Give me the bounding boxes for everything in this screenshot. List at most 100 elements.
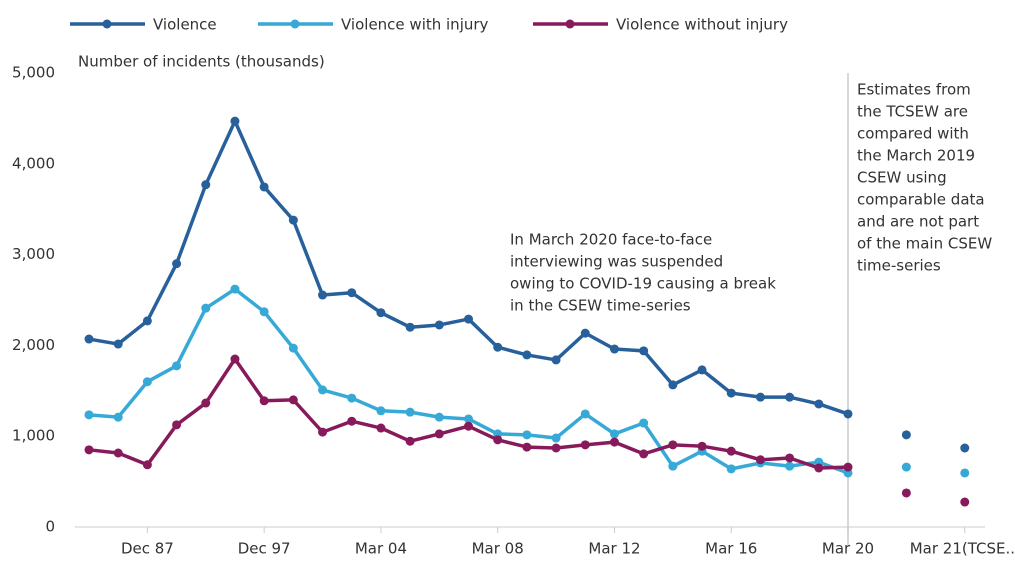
data-point [639,346,649,356]
y-tick-label: 3,000 [12,245,55,263]
annotation: Estimates from [857,81,971,99]
x-tick-label: Mar 16 [705,540,757,558]
data-point [814,399,824,409]
annotation: comparable data [857,191,985,209]
data-point [376,308,386,318]
legend-marker [565,19,575,29]
x-tick-label: Mar 08 [472,540,524,558]
annotation: the TCSEW are [857,103,968,121]
data-point [697,441,707,451]
data-point [639,449,649,459]
x-tick-label: Mar 12 [588,540,640,558]
data-point [172,420,182,430]
data-point [434,429,444,439]
data-point [318,290,328,300]
legend-label: Violence with injury [341,16,489,34]
annotation: time-series [857,257,941,275]
y-tick-label: 1,000 [12,427,55,445]
annotation: the March 2019 [857,147,975,165]
data-point [113,339,123,349]
annotation: owing to COVID-19 causing a break [510,275,776,293]
data-point [726,464,736,474]
data-point [668,461,678,471]
data-point [464,414,473,424]
x-tick-label: Mar 20 [822,540,874,558]
data-point [259,307,269,317]
data-point [843,409,853,419]
annotation: of the main CSEW [857,235,992,253]
x-tick-label: Dec 87 [121,540,174,558]
y-tick-label: 2,000 [12,336,55,354]
data-point [259,396,269,406]
data-point [230,116,240,126]
x-tick-label: Mar 21(TCSE... [910,540,1015,558]
data-point [230,284,240,294]
data-point [697,365,707,375]
data-point [464,421,473,431]
data-point [288,343,298,353]
data-point [551,443,561,453]
data-point [551,433,561,443]
data-point [405,436,415,446]
annotation: compared with [857,125,969,143]
annotation: In March 2020 face-to-face [510,231,712,249]
data-point [785,392,795,402]
data-point [960,468,970,478]
data-point [113,412,123,422]
data-point [580,440,590,450]
data-point [901,488,911,498]
data-point [84,334,94,344]
data-point [785,453,795,463]
data-point [84,410,94,420]
data-point [201,398,211,408]
data-point [843,462,853,472]
data-point [142,460,152,470]
y-tick-label: 0 [45,518,55,536]
data-point [609,429,619,439]
data-point [434,412,444,422]
data-point [318,427,328,437]
data-point [493,435,503,445]
annotation: in the CSEW time-series [510,297,691,315]
legend-marker [290,19,300,29]
data-point [434,320,444,330]
data-point [347,416,357,426]
data-point [726,446,736,456]
data-point [814,463,824,473]
data-point [901,430,911,440]
y-axis-label: Number of incidents (thousands) [78,53,325,71]
annotation: and are not part [857,213,979,231]
data-point [288,395,298,405]
legend-label: Violence without injury [616,16,788,34]
data-point [172,361,182,371]
data-point [493,342,503,352]
data-point [755,455,765,465]
annotation: CSEW using [857,169,947,187]
data-point [580,328,590,338]
data-point [405,322,415,332]
data-point [755,392,765,402]
data-point [201,180,211,190]
annotation: interviewing was suspended [510,253,723,271]
data-point [960,497,970,507]
data-point [609,437,619,447]
data-point [726,388,736,398]
data-point [142,316,152,326]
legend-label: Violence [153,16,217,34]
data-point [785,461,795,471]
data-point [639,418,649,428]
data-point [201,303,211,313]
data-point [347,393,357,403]
data-point [609,344,619,354]
data-point [522,442,532,452]
legend-marker [102,19,112,29]
data-point [347,288,357,298]
y-tick-label: 4,000 [12,154,55,172]
data-point [668,380,678,390]
data-point [230,354,240,364]
data-point [259,182,269,192]
data-point [84,445,94,455]
data-point [405,407,415,417]
data-point [522,430,532,440]
